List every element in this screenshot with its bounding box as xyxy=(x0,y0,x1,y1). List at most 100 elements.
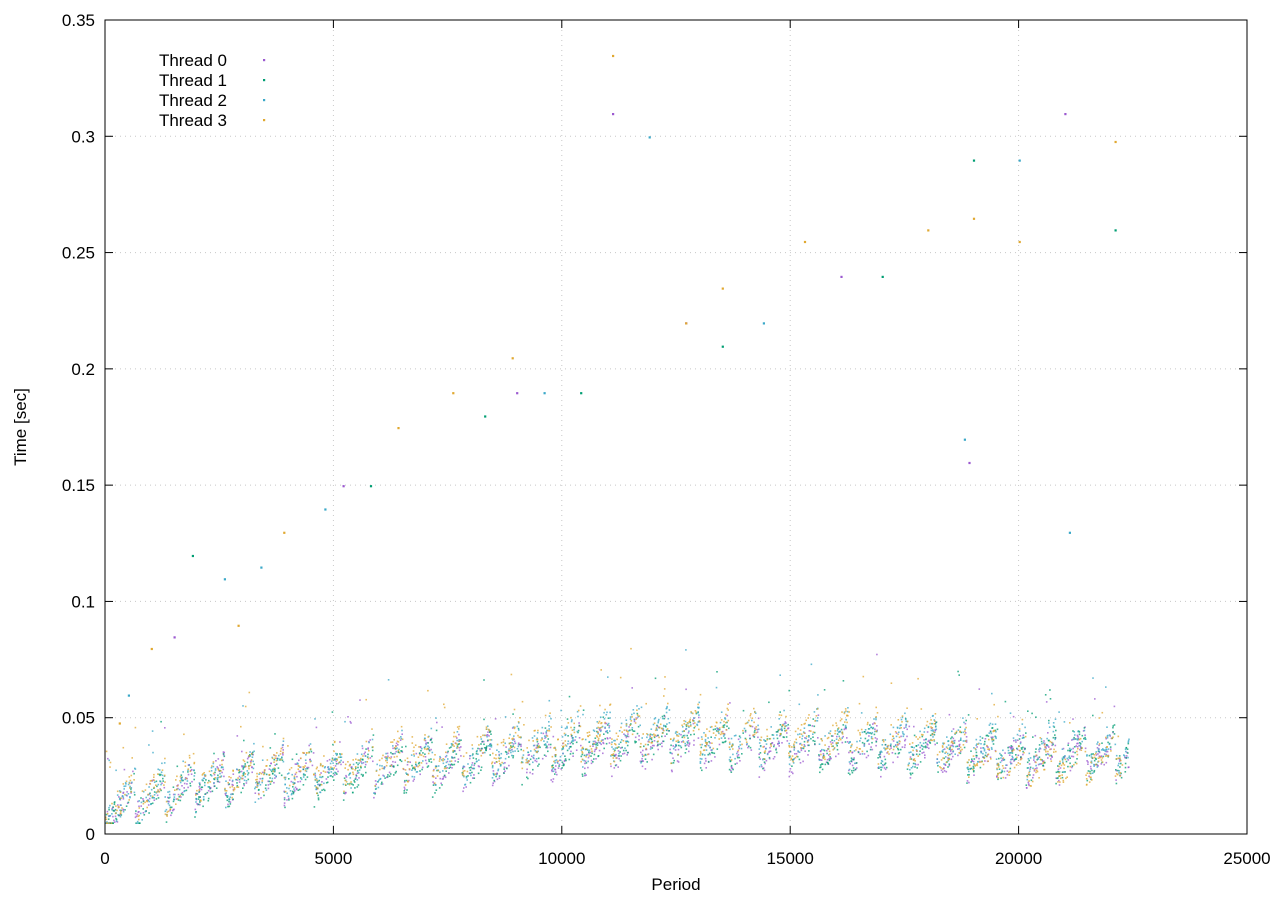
data-point xyxy=(356,753,359,755)
data-point xyxy=(941,750,944,752)
data-point xyxy=(926,743,928,745)
data-point xyxy=(469,769,472,771)
data-point xyxy=(1024,735,1027,738)
data-point xyxy=(149,783,152,785)
data-point xyxy=(1052,730,1055,733)
data-point xyxy=(577,715,579,718)
data-point xyxy=(1026,761,1029,764)
data-point xyxy=(334,765,337,767)
data-point xyxy=(734,757,736,760)
data-point xyxy=(803,727,806,729)
data-point xyxy=(706,743,708,745)
data-point xyxy=(863,745,866,747)
data-point xyxy=(628,729,630,732)
data-point xyxy=(551,755,554,758)
data-point xyxy=(812,731,815,733)
data-point xyxy=(610,765,612,768)
data-point xyxy=(702,749,705,752)
data-point xyxy=(411,769,413,771)
data-point xyxy=(323,755,325,757)
data-point xyxy=(945,756,947,758)
data-point xyxy=(999,752,1001,755)
data-point xyxy=(587,735,589,737)
data-point xyxy=(326,781,329,784)
data-point xyxy=(556,773,558,776)
data-point xyxy=(921,748,924,750)
data-point xyxy=(427,765,430,767)
data-point xyxy=(394,747,396,749)
data-point xyxy=(258,773,260,775)
data-point xyxy=(667,702,669,705)
data-point xyxy=(599,727,601,729)
data-point xyxy=(182,771,184,773)
data-point xyxy=(692,722,695,725)
data-point xyxy=(1001,765,1004,767)
data-point xyxy=(625,736,628,739)
data-point xyxy=(704,738,707,741)
data-point xyxy=(903,727,906,729)
data-point xyxy=(990,736,993,739)
data-point xyxy=(928,747,930,750)
data-point xyxy=(1084,747,1087,750)
data-point xyxy=(332,772,335,775)
data-point xyxy=(749,737,751,740)
data-point xyxy=(1104,755,1107,757)
data-point xyxy=(1053,748,1055,751)
data-point xyxy=(943,770,946,772)
data-point xyxy=(762,767,764,770)
data-point xyxy=(315,788,317,791)
data-point xyxy=(167,791,169,793)
data-point xyxy=(222,768,225,771)
data-point xyxy=(281,756,283,758)
data-point xyxy=(608,725,611,727)
data-point xyxy=(232,773,235,775)
data-point xyxy=(567,735,569,737)
data-point xyxy=(1118,755,1121,757)
data-point xyxy=(360,753,363,756)
data-point xyxy=(596,721,599,723)
data-point xyxy=(724,717,726,719)
data-point xyxy=(257,792,260,795)
data-point xyxy=(118,796,120,798)
data-point xyxy=(951,744,954,747)
data-point xyxy=(759,752,762,754)
data-point xyxy=(705,745,707,748)
data-point xyxy=(153,786,155,789)
data-point xyxy=(588,731,591,733)
data-point xyxy=(1038,756,1041,758)
data-point xyxy=(538,745,540,747)
data-point xyxy=(676,733,678,736)
data-point xyxy=(659,723,662,726)
data-point xyxy=(892,735,894,738)
data-point xyxy=(247,756,250,758)
data-point xyxy=(932,730,934,732)
data-point xyxy=(1027,758,1030,760)
data-point xyxy=(826,752,828,755)
data-point xyxy=(866,723,869,726)
data-point xyxy=(176,785,179,787)
data-point xyxy=(555,771,557,773)
data-point xyxy=(480,743,482,745)
data-point xyxy=(864,737,867,740)
data-point xyxy=(862,675,865,678)
data-point xyxy=(1049,748,1051,751)
data-point xyxy=(730,765,733,768)
data-point xyxy=(561,748,563,750)
data-point xyxy=(778,718,780,720)
data-point xyxy=(357,763,359,766)
data-point xyxy=(988,749,991,751)
data-point xyxy=(125,783,127,785)
data-point xyxy=(1049,698,1052,700)
data-point xyxy=(1021,718,1024,721)
data-point xyxy=(672,739,674,742)
data-point xyxy=(623,729,626,731)
data-point xyxy=(870,736,873,738)
data-point xyxy=(551,766,553,768)
data-point xyxy=(460,739,462,741)
data-point xyxy=(701,753,704,755)
data-point xyxy=(899,740,901,743)
data-point xyxy=(902,732,904,735)
data-point xyxy=(718,732,720,735)
data-point xyxy=(517,734,519,737)
data-point xyxy=(731,745,733,747)
